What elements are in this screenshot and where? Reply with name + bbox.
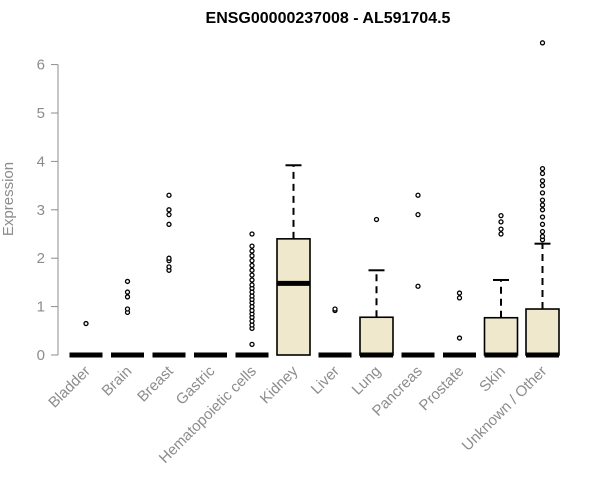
x-tick-label: Breast [134,362,177,405]
box-brain [111,278,144,358]
outlier-point [249,253,255,259]
outlier-point [539,221,546,227]
box-rect [276,238,311,356]
outlier-point [539,233,546,240]
outlier-point [124,294,131,300]
outlier-point [166,255,172,261]
box-hematopoietic-cells [235,231,269,358]
outlier-point [166,207,172,213]
outlier-point [166,264,172,270]
outlier-point [498,219,504,225]
outlier-point [83,320,89,327]
y-tick-label: 3 [37,202,45,219]
y-axis-label: Expression [0,162,17,236]
box-kidney [276,164,311,356]
box-pancreas [401,192,435,358]
outlier-point [539,190,546,196]
box-rect [525,308,560,356]
box-skin [483,212,519,358]
y-tick-label: 6 [37,57,45,74]
outlier-point [166,192,172,198]
outlier-point [456,335,463,341]
outlier-point [539,40,546,46]
y-axis: 0 1 2 3 4 5 6 [37,57,59,364]
outlier-point [539,197,546,203]
box-unknown-other [525,40,560,358]
box-rect [359,316,394,356]
box-rect [483,316,519,356]
outlier-point [249,231,255,237]
outlier-point [539,207,546,213]
x-tick-label: Prostate [416,363,468,415]
x-tick-label: Kidney [257,362,302,407]
outlier-point [539,182,546,189]
outlier-point [539,214,546,220]
outlier-point [166,221,172,227]
outlier-point [124,278,131,285]
chart-title: ENSG00000237008 - AL591704.5 [206,10,451,27]
x-tick-label: Bladder [45,363,94,412]
outlier-point [456,290,463,296]
outlier-point [498,231,504,237]
box-bladder [69,320,103,358]
outlier-point [498,212,504,219]
outlier-point [498,226,504,232]
box-prostate [443,290,476,358]
outlier-point [249,341,255,348]
outlier-point [249,277,255,283]
outlier-point [166,211,172,218]
x-tick-label: Lung [349,363,385,399]
box-breast [152,192,186,358]
outlier-point [539,178,546,184]
box-lung [359,216,394,358]
y-tick-label: 0 [37,347,45,364]
outlier-point [415,283,421,289]
outlier-point [124,289,131,295]
x-tick-label: Brain [99,363,136,400]
outlier-point [539,228,546,235]
y-tick-label: 4 [37,153,45,170]
box-liver [318,306,352,358]
outlier-point [456,295,463,301]
x-tick-label: Liver [308,363,343,398]
outlier-point [539,170,546,177]
outlier-point [332,306,338,312]
outlier-point [249,248,255,254]
outlier-point [249,243,255,249]
y-tick-label: 2 [37,250,45,267]
outlier-point [249,262,255,269]
outlier-point [539,202,546,208]
outlier-point [415,192,421,198]
x-tick-label: Skin [476,363,509,396]
outlier-point [539,166,546,172]
y-tick-label: 5 [37,105,45,122]
outlier-point [249,282,255,288]
outlier-point [124,306,131,312]
y-tick-label: 1 [37,299,45,316]
outlier-point [249,257,255,264]
outlier-point [249,272,255,278]
outlier-point [415,211,421,218]
outlier-point [249,267,255,273]
outlier-point [373,216,380,223]
boxplot-series [69,40,560,358]
